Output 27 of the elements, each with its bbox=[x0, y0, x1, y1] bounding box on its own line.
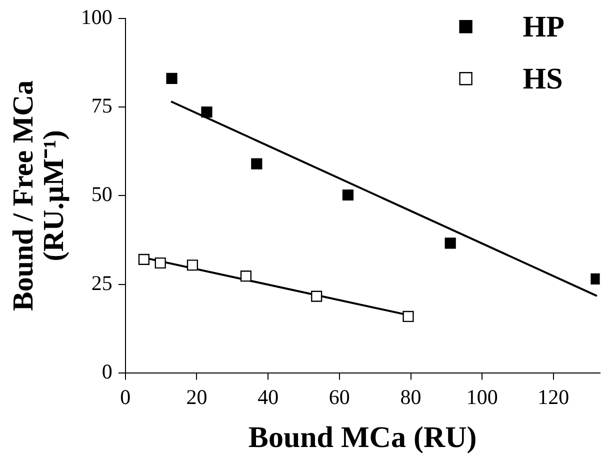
x-tick-label: 100 bbox=[466, 384, 498, 409]
x-tick-label: 80 bbox=[400, 384, 422, 409]
point bbox=[201, 106, 212, 118]
x-axis-title: Bound MCa (RU) bbox=[248, 420, 477, 454]
point bbox=[251, 158, 262, 170]
point bbox=[240, 270, 252, 282]
x-tick-label: 0 bbox=[120, 384, 131, 409]
point bbox=[186, 260, 198, 271]
y-tick-label: 75 bbox=[91, 94, 112, 118]
x-tick-label: 60 bbox=[328, 384, 350, 409]
y-tick-label: 50 bbox=[91, 182, 112, 206]
point bbox=[166, 72, 178, 84]
point bbox=[311, 290, 322, 302]
point bbox=[342, 189, 354, 201]
point bbox=[444, 238, 456, 249]
point bbox=[138, 254, 150, 266]
point bbox=[154, 257, 166, 269]
point bbox=[402, 310, 414, 322]
x-tick-label: 40 bbox=[258, 384, 279, 409]
x-tick-label: 120 bbox=[538, 384, 570, 409]
x-tick-label: 20 bbox=[186, 384, 208, 409]
legend-label: HS bbox=[522, 62, 563, 96]
y-tick-label: 100 bbox=[80, 5, 112, 30]
y-tick-label: 0 bbox=[102, 359, 112, 384]
y-tick-label: 25 bbox=[91, 270, 112, 295]
y-axis-title: Bound / Free MCa (RU.µM⁻¹) bbox=[8, 80, 70, 312]
legend-label: HP bbox=[522, 10, 564, 44]
